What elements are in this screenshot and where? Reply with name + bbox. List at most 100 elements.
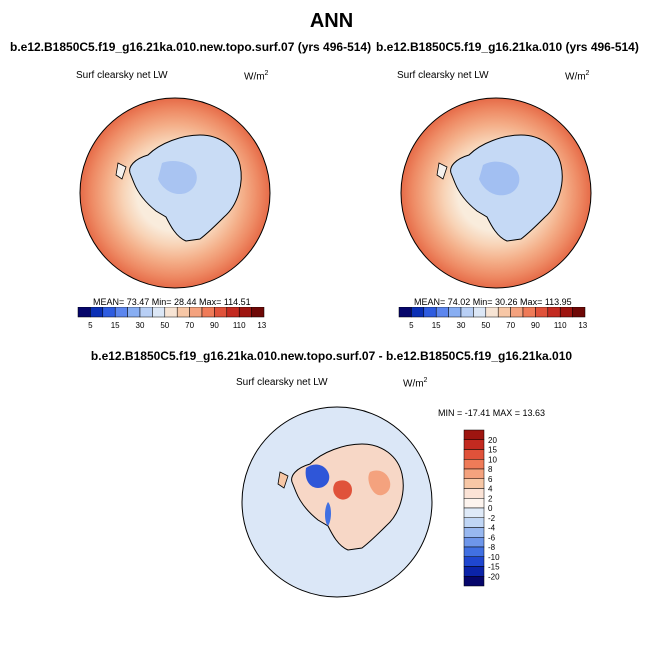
panel2-colorbar-box (547, 307, 561, 318)
panel1-colorbar-box (114, 307, 128, 318)
panel2-variable: Surf clearsky net LW (397, 70, 489, 81)
panel2-colorbar-label: 130 (578, 321, 587, 330)
panel2-colorbar-box (485, 307, 499, 318)
panel1-colorbar-box (102, 307, 116, 318)
panel3-colorbar-label: 15 (488, 446, 497, 455)
panel3-colorbar-label: 0 (488, 504, 493, 513)
panel1-peninsula (115, 162, 127, 180)
panel2-colorbar-label: 50 (481, 321, 490, 330)
panel3-colorbar-label: 20 (488, 436, 497, 445)
panel2-colorbar: 5 15 30 50 70 90 110 130 (398, 307, 587, 330)
panel3-colorbar-box (463, 478, 485, 489)
panel3-colorbar-box (463, 517, 485, 528)
panel2-colorbar-box (510, 307, 524, 318)
panel3-colorbar-label: -8 (488, 543, 496, 552)
panel2-colorbar-box (398, 307, 412, 318)
panel1-colorbar-box (251, 307, 265, 318)
panel2-colorbar-box (535, 307, 549, 318)
panel2-colorbar-label: 70 (506, 321, 515, 330)
panel1-colorbar-label: 130 (257, 321, 266, 330)
panel3-map (241, 406, 433, 598)
panel3-colorbar-label: 10 (488, 455, 497, 464)
panel3-colorbar-box (463, 498, 485, 509)
panel3-colorbar-box (463, 429, 485, 440)
panel1-colorbar-box (238, 307, 252, 318)
panel1-colorbar-box (90, 307, 104, 318)
panel1-colorbar-label: 50 (160, 321, 169, 330)
panel3-pos-anomaly-east (368, 470, 391, 496)
panel3-colorbar-label: -10 (488, 553, 500, 562)
panel2-colorbar-box (473, 307, 487, 318)
panel2-colorbar-box (522, 307, 536, 318)
panel3-colorbar-label: 6 (488, 475, 493, 484)
panel2-map (400, 97, 592, 289)
panel3-colorbar-box (463, 537, 485, 548)
panel2-colorbar-box (559, 307, 573, 318)
panel1-colorbar-label: 5 (88, 321, 93, 330)
panel3-neg-anomaly-south (325, 502, 331, 526)
panel2-colorbar-box (448, 307, 462, 318)
panel2-colorbar-label: 5 (409, 321, 414, 330)
panel3-pos-anomaly-center (333, 480, 352, 500)
panel3-variable: Surf clearsky net LW (236, 377, 328, 388)
panel1-map (79, 97, 271, 289)
panel1-colorbar-box (152, 307, 166, 318)
panel3-title: b.e12.B1850C5.f19_g16.21ka.010.new.topo.… (90, 349, 573, 363)
panel2-colorbar-box (460, 307, 474, 318)
panel3-colorbar-box (463, 488, 485, 499)
page-title: ANN (309, 10, 354, 32)
panel2-plateau-low (479, 161, 520, 196)
panel2-stats: MEAN= 74.02 Min= 30.26 Max= 113.95 (414, 297, 572, 307)
panel3-colorbar-label: -4 (488, 524, 496, 533)
panel1-colorbar-label: 15 (111, 321, 120, 330)
panel1-colorbar-box (164, 307, 178, 318)
panel2-units: W/m2 (565, 70, 590, 83)
panel1-colorbar-box (176, 307, 190, 318)
panel1-title: b.e12.B1850C5.f19_g16.21ka.010.new.topo.… (10, 40, 372, 54)
panel2-colorbar-box (497, 307, 511, 318)
panel1-colorbar-label: 90 (210, 321, 219, 330)
panel3-colorbar-label: -2 (488, 514, 496, 523)
panel3-colorbar-box (463, 546, 485, 557)
panel3-colorbar-box (463, 468, 485, 479)
panel2-colorbar-label: 110 (554, 321, 567, 330)
panel1-colorbar-label: 70 (185, 321, 194, 330)
panel1-colorbar-box (127, 307, 141, 318)
panel3-colorbar-label: -20 (488, 572, 500, 581)
panel3-colorbar-label: 8 (488, 465, 493, 474)
panel3-colorbar-box (463, 449, 485, 460)
panel2-colorbar-box (435, 307, 449, 318)
panel3-colorbar-label: -6 (488, 533, 496, 542)
panel3-peninsula (277, 471, 289, 489)
panel3-colorbar-label: 2 (488, 494, 493, 503)
panel3-colorbar-label: -15 (488, 563, 500, 572)
panel2-colorbar-box (411, 307, 425, 318)
panel2-colorbar-label: 90 (531, 321, 540, 330)
panel1-variable: Surf clearsky net LW (76, 70, 168, 81)
panel1-plateau-low (158, 161, 197, 195)
panel1-colorbar-box (189, 307, 203, 318)
panel1-colorbar-label: 30 (136, 321, 145, 330)
panel3-colorbar-label: 4 (488, 485, 493, 494)
panel1-colorbar-box (226, 307, 240, 318)
panel2-colorbar-box (572, 307, 586, 318)
panel2-title: b.e12.B1850C5.f19_g16.21ka.010 (yrs 496-… (376, 40, 639, 54)
panel2-peninsula (436, 162, 448, 180)
panel1-colorbar-box (139, 307, 153, 318)
panel3-neg-anomaly-west (305, 464, 330, 488)
panel1-colorbar-box (214, 307, 228, 318)
panel3-colorbar-box (463, 576, 485, 587)
panel3-colorbar-box (463, 459, 485, 470)
panel1-stats: MEAN= 73.47 Min= 28.44 Max= 114.51 (93, 297, 251, 307)
panel3-colorbar-box (463, 556, 485, 567)
panel3-colorbar-box (463, 439, 485, 450)
panel1-colorbar-box (77, 307, 91, 318)
panel1-colorbar-label: 110 (233, 321, 246, 330)
panel2-colorbar-label: 30 (457, 321, 466, 330)
panel1-colorbar: 5 15 30 50 70 90 110 130 (77, 307, 266, 330)
panel1-colorbar-box (201, 307, 215, 318)
panel3-units: W/m2 (403, 377, 428, 390)
panel2-colorbar-label: 15 (432, 321, 441, 330)
panel3-stats: MIN = -17.41 MAX = 13.63 (438, 408, 546, 418)
